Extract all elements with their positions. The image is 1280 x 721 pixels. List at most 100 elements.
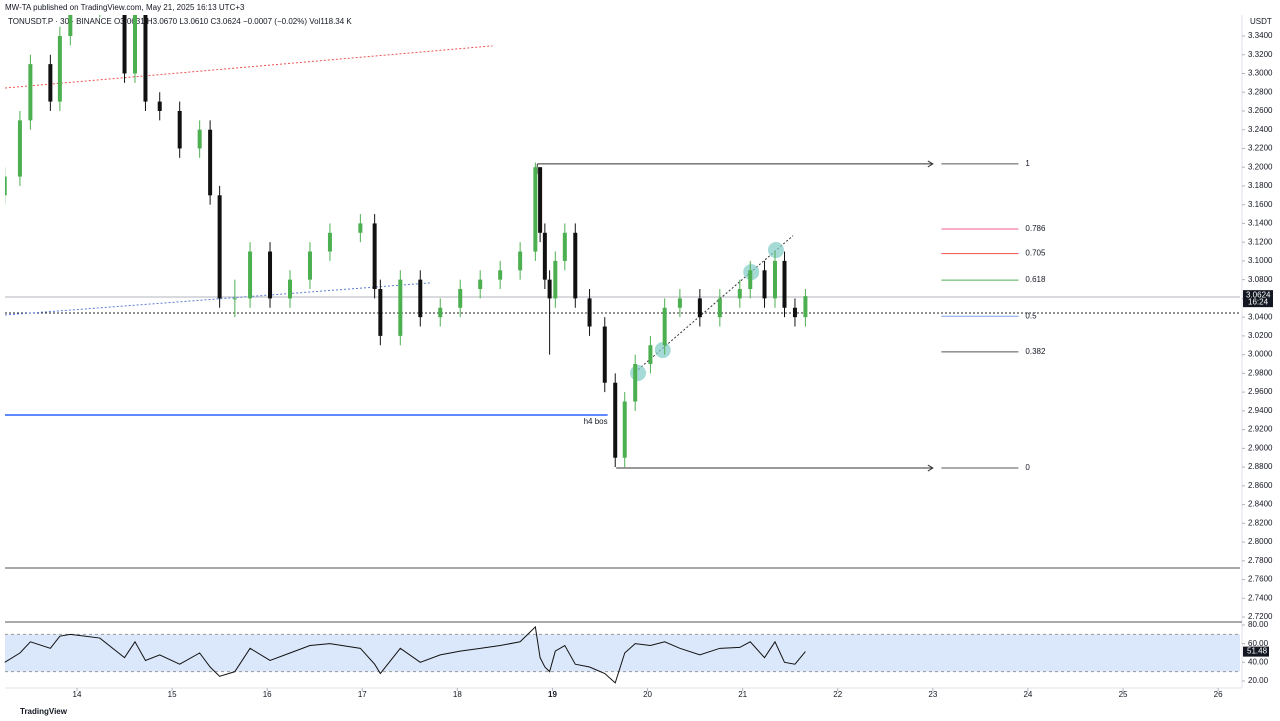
candle-body bbox=[177, 110, 182, 149]
x-tick-label: 26 bbox=[1214, 690, 1223, 699]
y-tick-label: 2.8800 bbox=[1248, 462, 1273, 471]
x-tick-label: 25 bbox=[1119, 690, 1128, 699]
candle-body bbox=[648, 345, 653, 364]
y-tick-label: 3.3000 bbox=[1248, 69, 1273, 78]
candle-body bbox=[372, 223, 377, 290]
x-tick-label: 16 bbox=[263, 690, 272, 699]
y-tick-label: 3.3400 bbox=[1248, 31, 1273, 40]
rsi-tick-label: 60.00 bbox=[1248, 639, 1269, 648]
y-tick-label: 3.3200 bbox=[1248, 50, 1273, 59]
candle-body bbox=[478, 279, 483, 290]
y-tick-label: 3.0200 bbox=[1248, 331, 1273, 340]
candle-body bbox=[288, 279, 292, 299]
y-tick-label: 3.0800 bbox=[1248, 275, 1273, 284]
fib-label: 0.705 bbox=[1025, 249, 1046, 258]
countdown-label: 16:24 bbox=[1248, 297, 1269, 306]
rsi-badge-label: 51.48 bbox=[1247, 647, 1268, 656]
candle-body bbox=[613, 382, 618, 458]
fib-label: 0.786 bbox=[1025, 224, 1046, 233]
x-tick-label: 21 bbox=[738, 690, 747, 699]
candle-body bbox=[533, 167, 538, 252]
candle-body bbox=[208, 129, 213, 196]
fib-arrow bbox=[927, 160, 934, 168]
candle-body bbox=[5, 176, 7, 196]
candle-body bbox=[717, 298, 722, 318]
candle-body bbox=[622, 401, 627, 458]
candle-body bbox=[542, 232, 547, 280]
symbol-legend: TONUSDT.P · 30 · BINANCE O3.0631 H3.0670… bbox=[8, 17, 352, 26]
candle-body bbox=[68, 15, 73, 36]
price-badge-label: 3.0624 bbox=[1246, 290, 1271, 299]
candle-body bbox=[48, 64, 53, 102]
y-tick-label: 2.9400 bbox=[1248, 406, 1273, 415]
candle-body bbox=[737, 289, 742, 299]
axis-currency: USDT bbox=[1250, 17, 1272, 26]
x-tick-label: 20 bbox=[643, 690, 652, 699]
y-tick-label: 3.2200 bbox=[1248, 144, 1273, 153]
footer-logo: TradingView bbox=[20, 707, 68, 716]
candle-body bbox=[232, 298, 237, 300]
rsi-tick-label: 80.00 bbox=[1248, 620, 1269, 629]
trendline bbox=[5, 282, 430, 316]
candle-body bbox=[438, 307, 443, 318]
candle-body bbox=[57, 35, 62, 102]
candle-body bbox=[17, 120, 22, 177]
candle-body bbox=[217, 195, 222, 299]
y-tick-label: 2.8000 bbox=[1248, 537, 1273, 546]
candle-body bbox=[562, 232, 567, 261]
x-tick-label: 19 bbox=[548, 690, 557, 699]
candle-body bbox=[307, 251, 312, 280]
fib-label: 0.618 bbox=[1025, 275, 1046, 284]
y-tick-label: 3.0000 bbox=[1248, 350, 1273, 359]
y-tick-label: 3.2600 bbox=[1248, 106, 1273, 115]
candle-body bbox=[122, 15, 127, 74]
y-tick-label: 2.9800 bbox=[1248, 368, 1273, 377]
candle-body bbox=[792, 307, 797, 318]
candle-body bbox=[547, 279, 552, 299]
candle-body bbox=[418, 279, 423, 318]
fib-label: 1 bbox=[1025, 159, 1030, 168]
candle-body bbox=[748, 270, 753, 290]
rsi-badge bbox=[1243, 646, 1269, 657]
candle-body bbox=[28, 64, 33, 121]
y-tick-label: 2.9000 bbox=[1248, 443, 1273, 452]
candle-body bbox=[248, 251, 253, 299]
y-tick-label: 3.0400 bbox=[1248, 312, 1273, 321]
y-tick-label: 3.1400 bbox=[1248, 219, 1273, 228]
y-tick-label: 2.8200 bbox=[1248, 518, 1273, 527]
candle-body bbox=[662, 307, 667, 346]
y-tick-label: 3.2000 bbox=[1248, 162, 1273, 171]
y-tick-label: 2.9200 bbox=[1248, 425, 1273, 434]
fib-arrow bbox=[927, 464, 934, 472]
y-tick-label: 2.7400 bbox=[1248, 593, 1273, 602]
y-tick-label: 2.9600 bbox=[1248, 387, 1273, 396]
y-tick-label: 2.7600 bbox=[1248, 575, 1273, 584]
rsi-band bbox=[5, 634, 1240, 672]
y-tick-label: 3.1200 bbox=[1248, 237, 1273, 246]
candle-body bbox=[268, 251, 273, 299]
price-badge bbox=[1243, 290, 1273, 308]
candle-body bbox=[538, 167, 543, 233]
y-tick-label: 3.1000 bbox=[1248, 256, 1273, 265]
bos-label: h4 bos bbox=[584, 417, 608, 426]
highlight-circle bbox=[654, 342, 671, 359]
x-tick-label: 24 bbox=[1023, 690, 1032, 699]
candle-body bbox=[378, 289, 383, 336]
x-tick-label: 17 bbox=[358, 690, 367, 699]
candle-body bbox=[803, 296, 808, 318]
candle-body bbox=[697, 298, 702, 318]
candle-body bbox=[633, 363, 638, 402]
candle-body bbox=[677, 298, 682, 308]
x-tick-label: 23 bbox=[928, 690, 937, 699]
candle-body bbox=[587, 298, 592, 327]
y-tick-label: 3.2400 bbox=[1248, 125, 1273, 134]
candle-body bbox=[327, 232, 332, 252]
x-tick-label: 14 bbox=[73, 690, 82, 699]
candle-body bbox=[782, 260, 787, 308]
candle-body bbox=[573, 232, 578, 299]
rsi-line bbox=[4, 625, 806, 684]
x-tick-label: 18 bbox=[453, 690, 462, 699]
candle-body bbox=[498, 270, 503, 280]
y-tick-label: 3.1800 bbox=[1248, 181, 1273, 190]
